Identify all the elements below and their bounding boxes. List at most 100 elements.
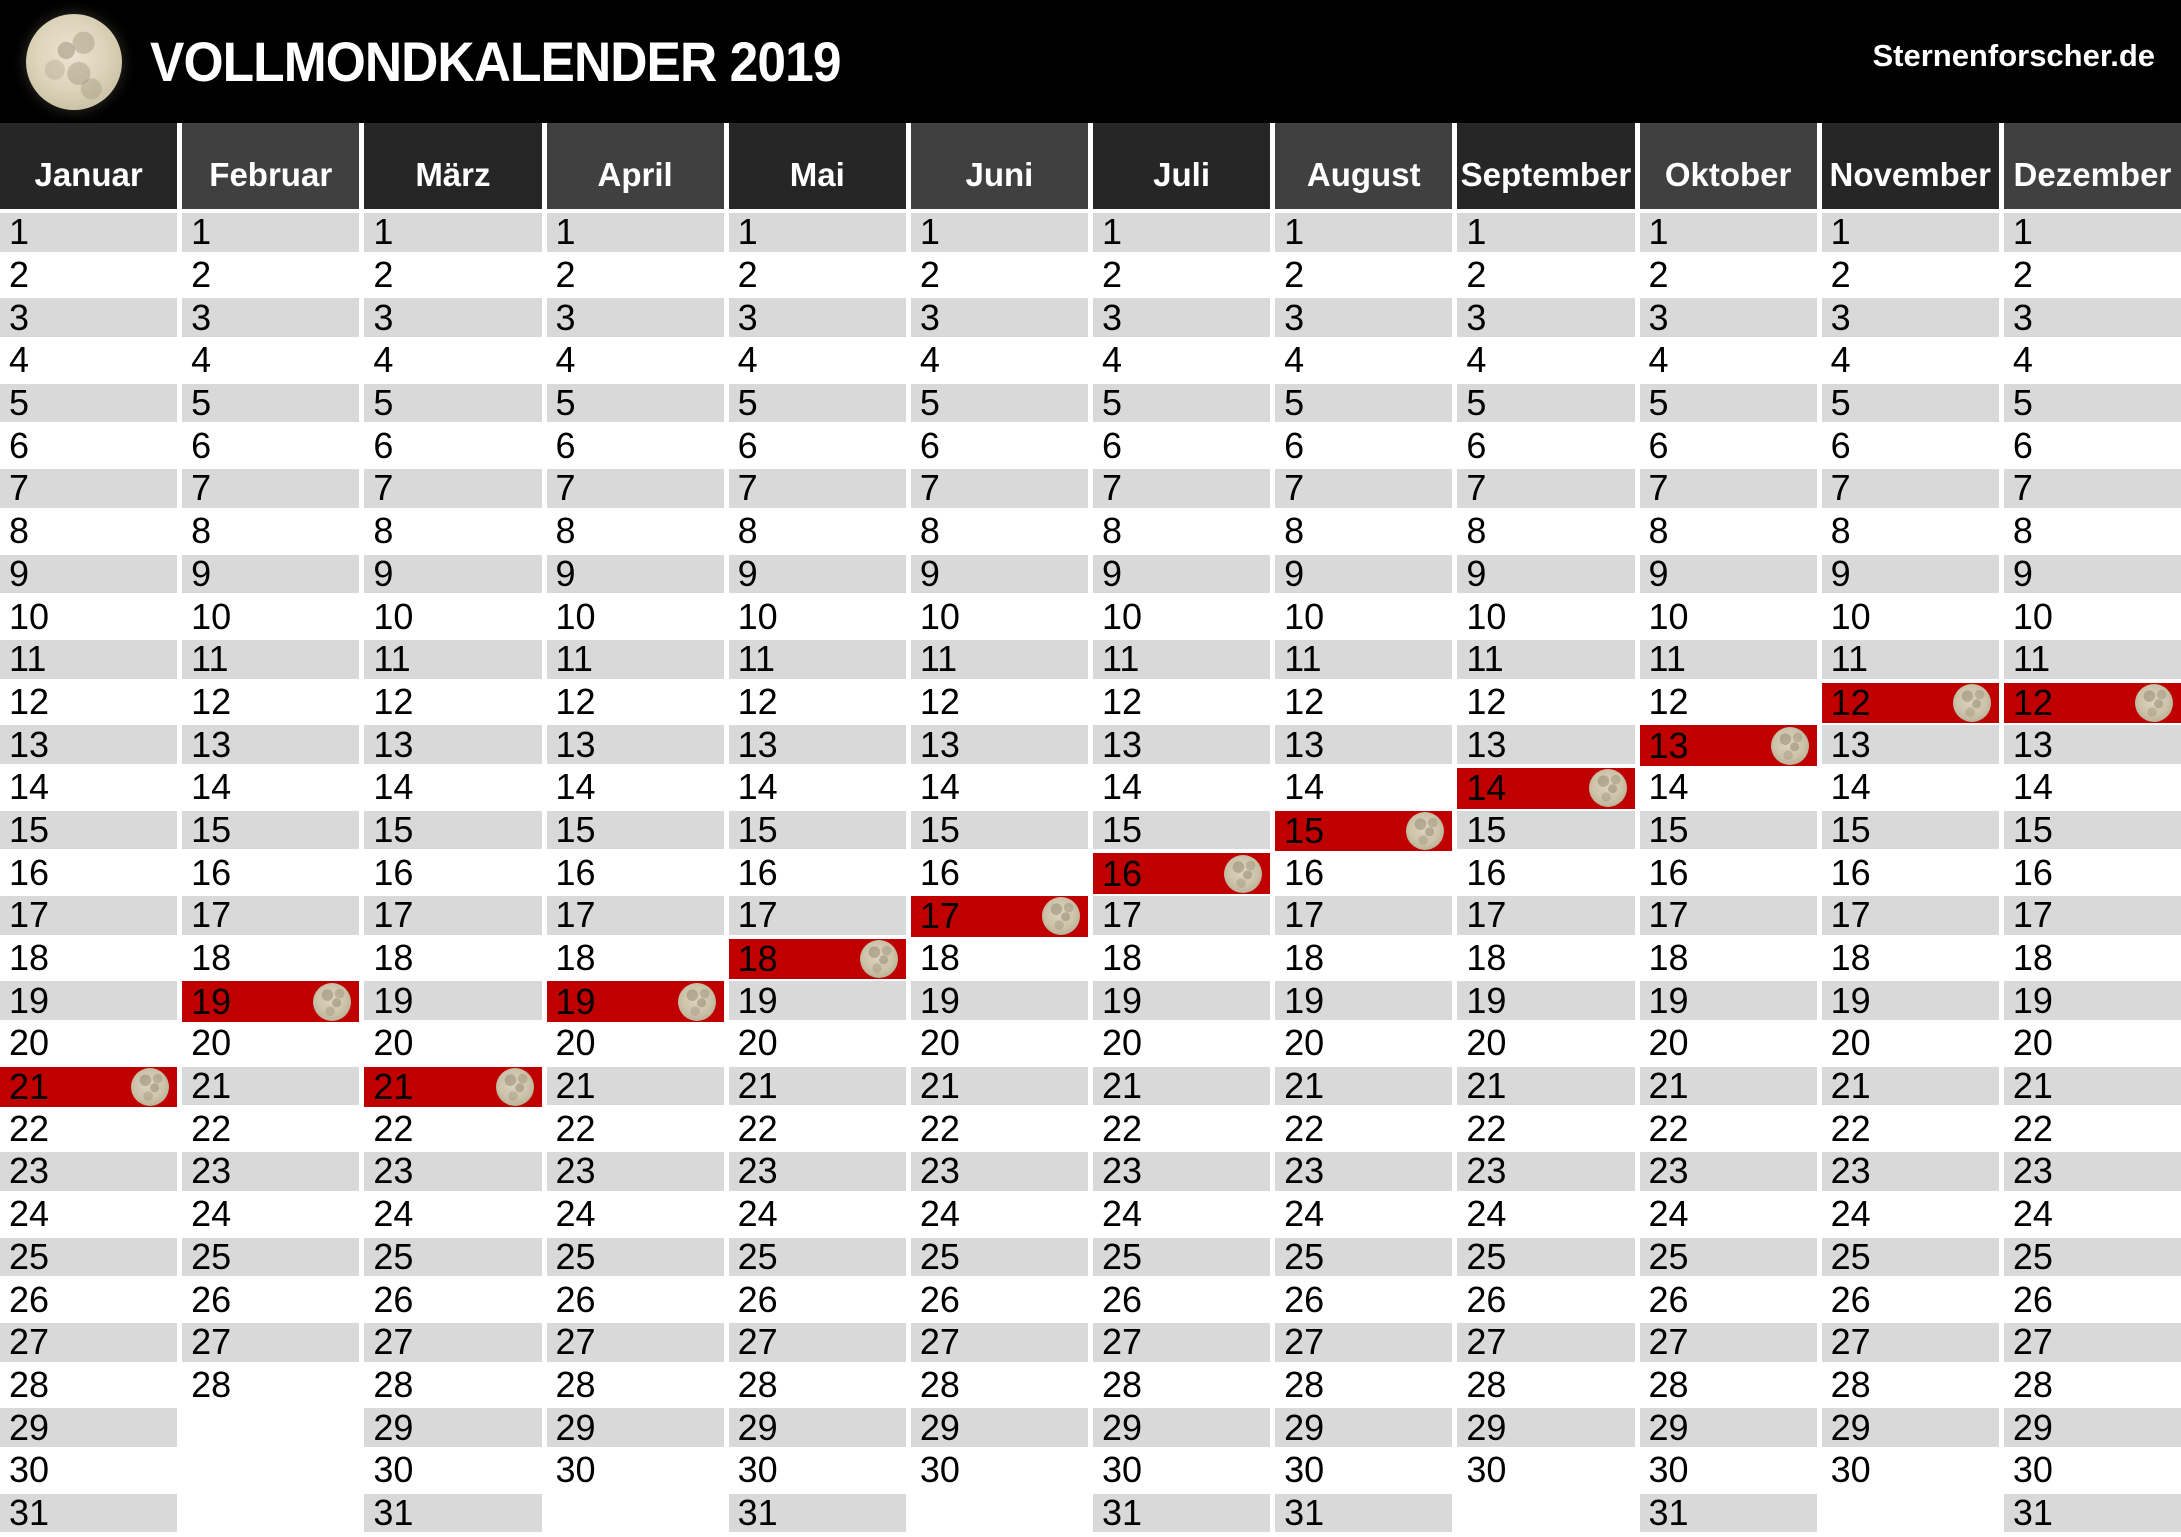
empty-cell-november <box>1821 1493 1999 1537</box>
day-number: 22 <box>2012 1107 2053 1149</box>
day-number: 23 <box>1466 1150 1507 1192</box>
day-number: 5 <box>2012 382 2033 424</box>
day-number: 13 <box>1648 724 1689 766</box>
day-cell-mai-6: 6 <box>728 426 906 470</box>
day-cell-juli-1: 1 <box>1093 213 1271 256</box>
day-number: 21 <box>919 1065 960 1107</box>
day-number: 7 <box>9 467 30 509</box>
day-number: 3 <box>1284 296 1305 338</box>
day-cell-februar-11: 11 <box>182 638 360 683</box>
day-number: 25 <box>1284 1235 1325 1277</box>
day-number: 10 <box>919 595 960 637</box>
day-number: 6 <box>9 424 30 466</box>
day-cell-dezember-28: 28 <box>2003 1363 2181 1409</box>
day-number: 14 <box>191 766 232 808</box>
day-cell-september-11: 11 <box>1457 640 1635 683</box>
day-number: 8 <box>373 510 394 552</box>
day-cell-november-9: 9 <box>1821 552 1999 598</box>
day-cell-mai-10: 10 <box>728 597 906 640</box>
day-number: 12 <box>1102 680 1143 722</box>
day-cell-september-2: 2 <box>1457 256 1635 299</box>
day-cell-september-30: 30 <box>1457 1451 1635 1494</box>
day-cell-februar-13: 13 <box>182 725 360 768</box>
day-number: 7 <box>737 467 758 509</box>
day-cell-september-9: 9 <box>1457 554 1635 598</box>
day-cell-august-27: 27 <box>1275 1323 1453 1366</box>
day-cell-dezember-3: 3 <box>2003 298 2181 342</box>
day-cell-august-22: 22 <box>1275 1109 1453 1153</box>
day-cell-september-24: 24 <box>1457 1195 1635 1238</box>
day-number: 27 <box>1830 1321 1871 1363</box>
month-header-januar: Januar <box>0 123 178 209</box>
day-cell-januar-13: 13 <box>0 725 178 768</box>
day-number: 23 <box>373 1150 414 1192</box>
day-cell-november-2: 2 <box>1821 256 1999 299</box>
day-number: 6 <box>1830 424 1851 466</box>
day-number: 8 <box>1284 510 1305 552</box>
day-number: 24 <box>1284 1193 1325 1235</box>
day-number: 28 <box>2012 1363 2053 1405</box>
day-number: 11 <box>2012 638 2051 680</box>
day-cell-januar-16: 16 <box>0 853 178 896</box>
day-cell-oktober-22: 22 <box>1639 1109 1817 1153</box>
day-number: 19 <box>9 979 50 1021</box>
day-number: 2 <box>373 254 394 296</box>
day-cell-oktober-7: 7 <box>1639 469 1817 512</box>
day-cell-dezember-26: 26 <box>2003 1280 2181 1323</box>
day-cell-april-13: 13 <box>546 725 724 768</box>
day-cell-april-6: 6 <box>546 426 724 470</box>
day-cell-januar-8: 8 <box>0 512 178 555</box>
day-number: 29 <box>9 1406 50 1448</box>
day-cell-märz-15: 15 <box>364 810 542 854</box>
day-cell-september-7: 7 <box>1457 469 1635 512</box>
empty-cell-juni <box>910 1493 1088 1537</box>
day-number: 21 <box>9 1066 50 1108</box>
day-cell-märz-5: 5 <box>364 384 542 427</box>
day-number: 28 <box>1648 1363 1689 1405</box>
day-number: 30 <box>1830 1449 1871 1491</box>
day-number: 28 <box>191 1363 232 1405</box>
day-cell-dezember-16: 16 <box>2003 853 2181 896</box>
day-number: 29 <box>2012 1406 2053 1448</box>
day-cell-mai-28: 28 <box>728 1365 906 1409</box>
day-number: 25 <box>373 1235 414 1277</box>
day-cell-dezember-25: 25 <box>2003 1237 2181 1281</box>
day-cell-april-11: 11 <box>546 640 724 683</box>
day-number: 21 <box>1830 1065 1871 1107</box>
day-cell-märz-1: 1 <box>364 213 542 256</box>
day-cell-februar-25: 25 <box>182 1237 360 1281</box>
day-cell-oktober-16: 16 <box>1639 853 1817 896</box>
day-cell-juli-15: 15 <box>1093 810 1271 854</box>
day-number: 29 <box>737 1406 778 1448</box>
day-cell-januar-5: 5 <box>0 384 178 427</box>
day-number: 4 <box>9 339 30 381</box>
day-number: 16 <box>555 851 596 893</box>
day-number: 15 <box>2012 808 2053 850</box>
day-cell-april-27: 27 <box>546 1323 724 1366</box>
day-number: 22 <box>191 1107 232 1149</box>
site-name: Sternenforscher.de <box>1872 38 2155 73</box>
day-cell-märz-22: 22 <box>364 1109 542 1153</box>
day-number: 24 <box>919 1193 960 1235</box>
day-number: 10 <box>9 595 50 637</box>
day-cell-januar-17: 17 <box>0 896 178 939</box>
day-number: 25 <box>9 1235 50 1277</box>
day-number: 15 <box>555 808 596 850</box>
day-number: 20 <box>1830 1022 1871 1064</box>
day-number: 23 <box>2012 1150 2053 1192</box>
day-number: 16 <box>1466 851 1507 893</box>
day-number: 27 <box>1102 1321 1143 1363</box>
day-number: 9 <box>1830 552 1851 594</box>
day-number: 13 <box>1102 723 1143 765</box>
day-cell-juli-27: 27 <box>1093 1321 1271 1366</box>
day-cell-juli-24: 24 <box>1093 1195 1271 1238</box>
day-cell-juni-18: 18 <box>910 939 1088 982</box>
day-number: 11 <box>191 638 229 680</box>
day-number: 26 <box>373 1278 414 1320</box>
day-cell-oktober-12: 12 <box>1639 682 1817 726</box>
day-cell-mai-29: 29 <box>728 1406 906 1451</box>
day-cell-juli-30: 30 <box>1093 1451 1271 1494</box>
page-title: VOLLMONDKALENDER 2019 <box>150 30 842 93</box>
day-cell-august-6: 6 <box>1275 426 1453 470</box>
day-number: 11 <box>1284 638 1322 680</box>
